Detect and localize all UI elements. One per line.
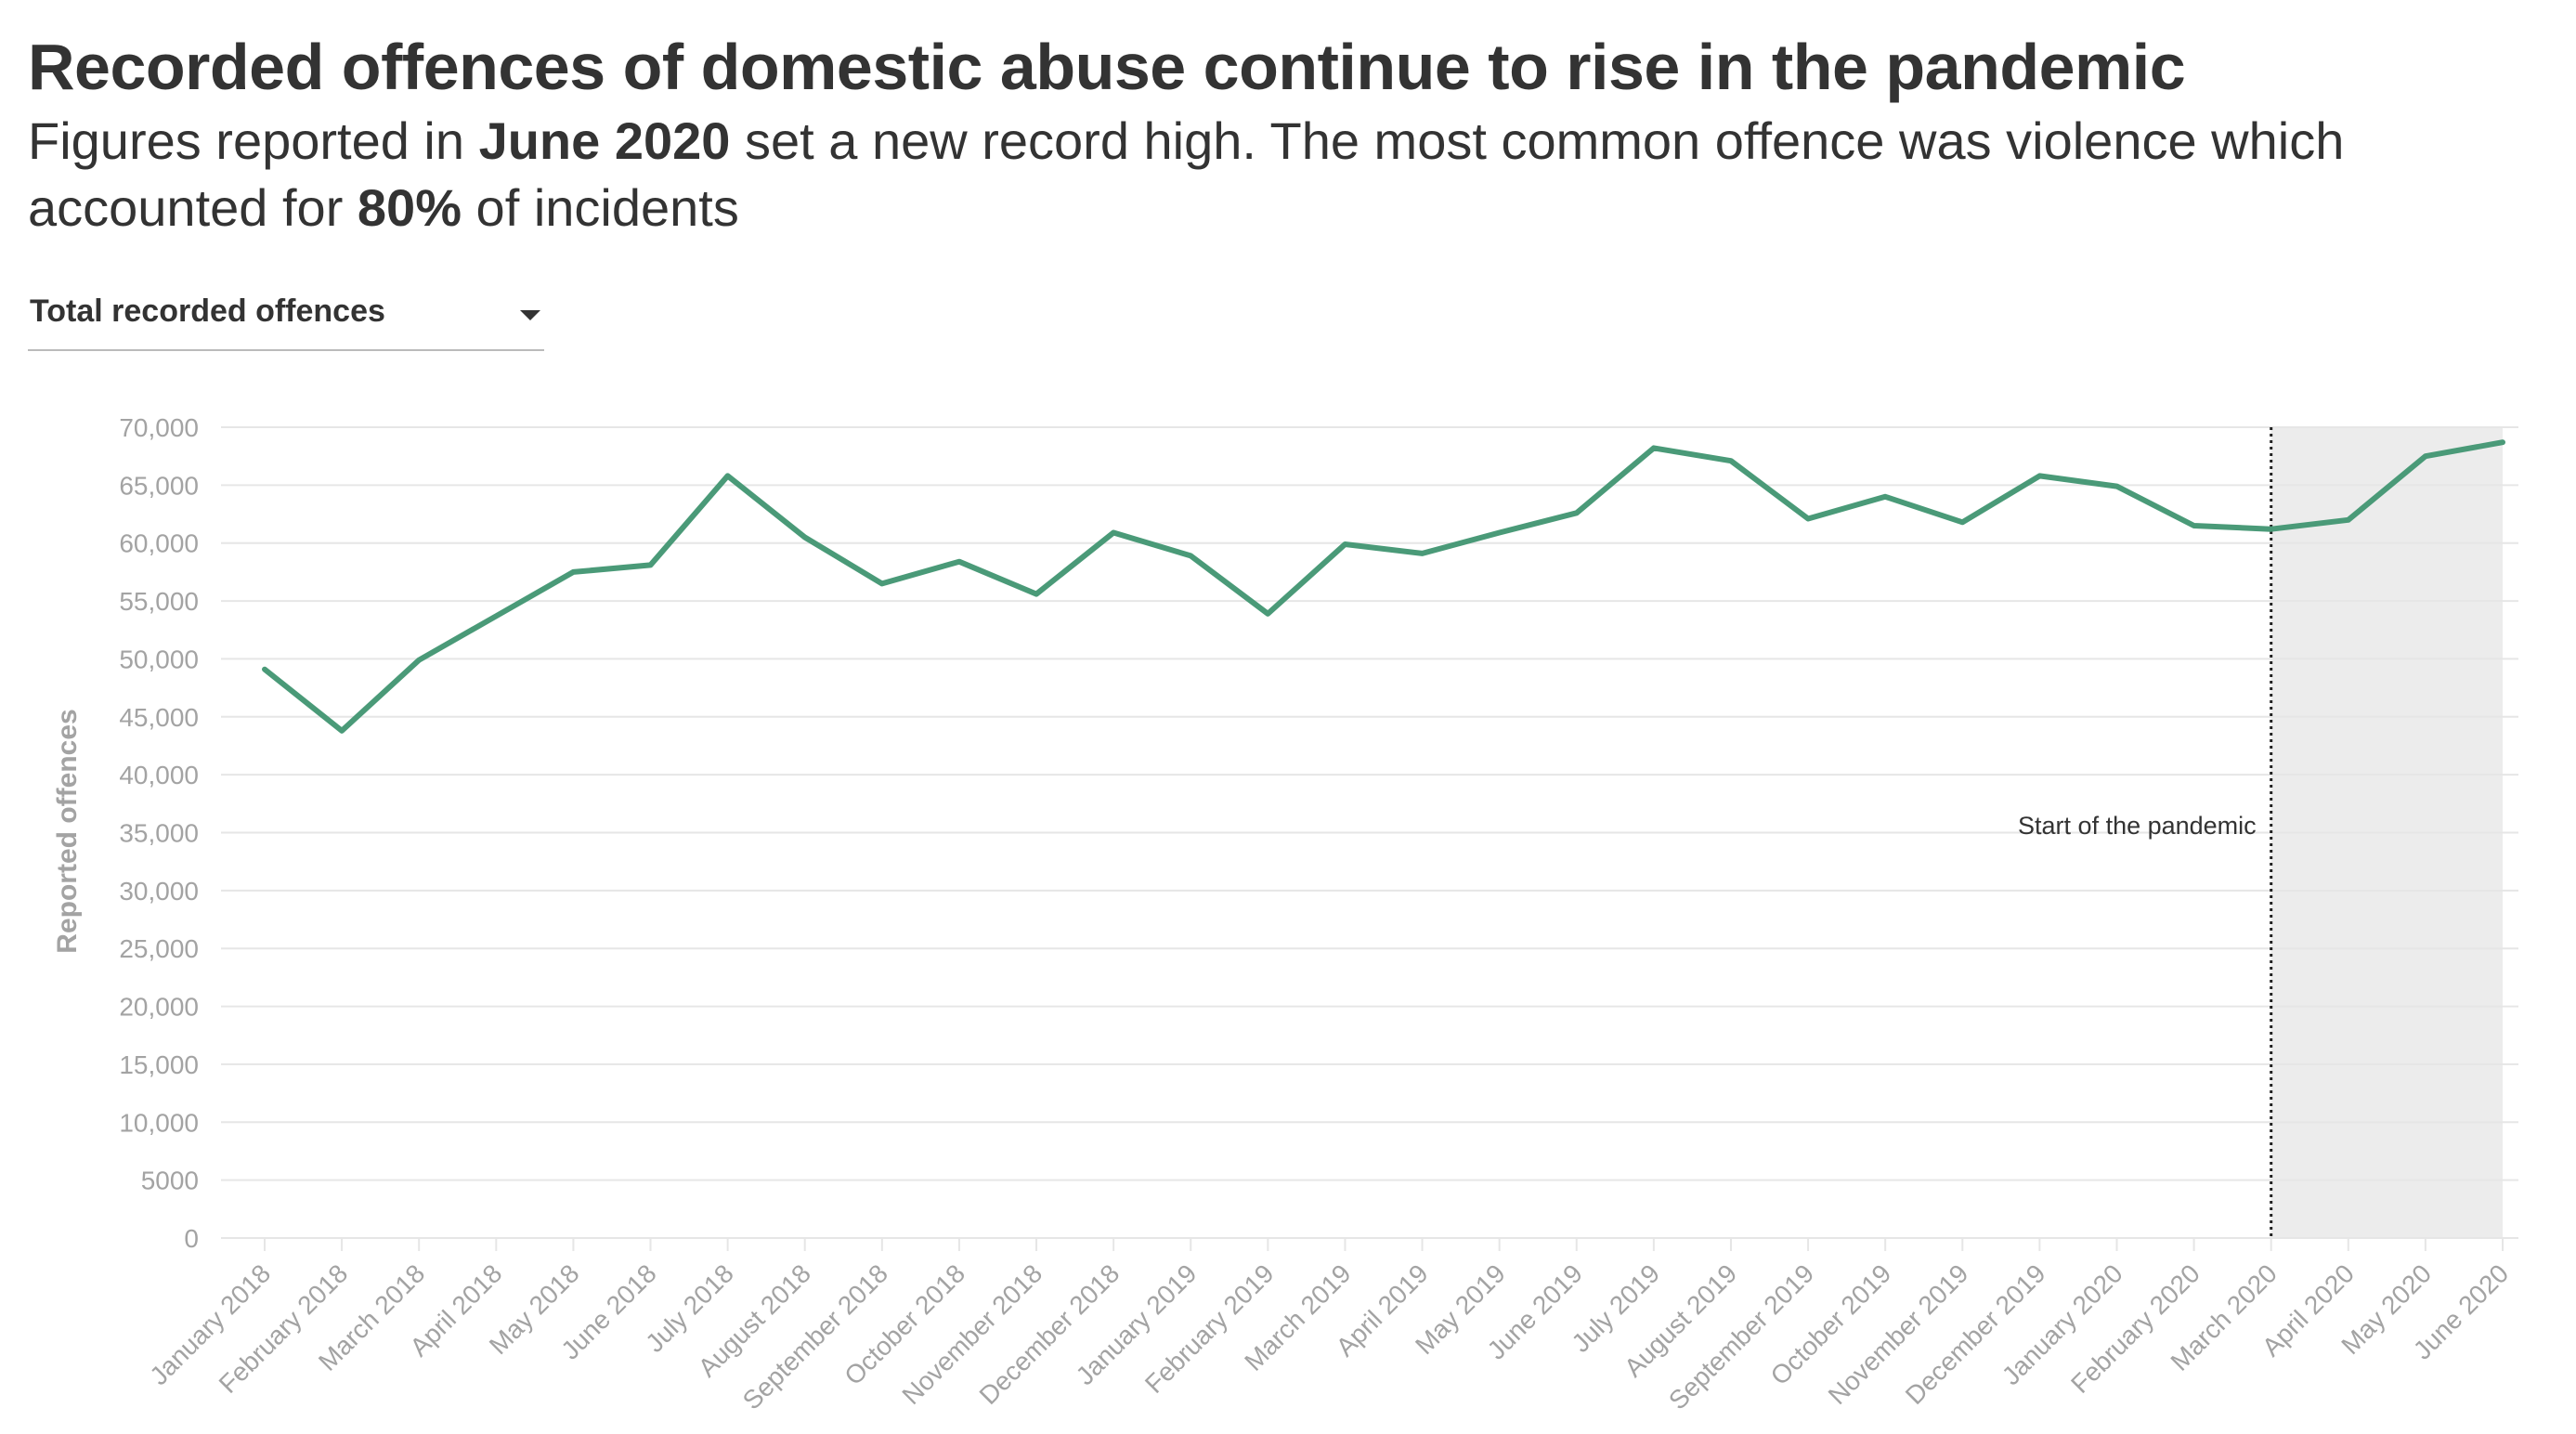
y-tick-label: 50,000	[119, 645, 199, 673]
chart-header: Recorded offences of domestic abuse cont…	[28, 28, 2535, 241]
data-point[interactable]	[792, 524, 818, 550]
data-point[interactable]	[329, 718, 355, 744]
data-point[interactable]	[1564, 500, 1590, 526]
data-point[interactable]	[1100, 519, 1126, 545]
data-point[interactable]	[715, 463, 741, 489]
y-tick-label: 15,000	[119, 1050, 199, 1079]
y-tick-label: 35,000	[119, 819, 199, 848]
data-point[interactable]	[2335, 507, 2361, 533]
data-point[interactable]	[1410, 541, 1436, 567]
y-tick-label: 45,000	[119, 703, 199, 732]
data-point[interactable]	[1795, 506, 1821, 532]
subtitle-highlight-date: June 2020	[478, 111, 731, 170]
y-tick-label: 0	[184, 1224, 199, 1253]
y-tick-label: 20,000	[119, 993, 199, 1022]
data-point[interactable]	[1949, 509, 1975, 535]
data-point[interactable]	[2490, 429, 2516, 455]
data-point[interactable]	[406, 647, 432, 673]
measure-select-dropdown[interactable]: Total recorded offences	[28, 284, 544, 351]
subtitle-highlight-percent: 80%	[357, 178, 462, 237]
data-point[interactable]	[2413, 443, 2439, 469]
chart-title: Recorded offences of domestic abuse cont…	[28, 31, 2186, 103]
data-point[interactable]	[2258, 516, 2284, 542]
data-point[interactable]	[483, 603, 509, 629]
y-tick-label: 55,000	[119, 587, 199, 616]
y-tick-label: 40,000	[119, 761, 199, 789]
subtitle-part: of incidents	[462, 178, 739, 237]
y-tick-label: 60,000	[119, 529, 199, 558]
caret-down-icon	[520, 310, 540, 320]
data-point[interactable]	[1023, 581, 1049, 607]
data-point[interactable]	[1177, 542, 1203, 568]
y-tick-label: 5000	[141, 1167, 199, 1195]
x-tick-label: December 2019	[1900, 1258, 2051, 1410]
pandemic-start-label: Start of the pandemic	[2018, 812, 2257, 840]
subtitle-part: set a new record high. The most common o…	[28, 111, 2345, 237]
data-point[interactable]	[638, 552, 664, 578]
data-point[interactable]	[946, 549, 972, 575]
y-tick-label: 10,000	[119, 1108, 199, 1137]
data-point[interactable]	[869, 570, 895, 596]
offences-series-line	[262, 439, 2505, 734]
y-tick-label: 65,000	[119, 471, 199, 500]
data-point[interactable]	[1487, 519, 1513, 545]
x-tick-label: December 2018	[974, 1258, 1125, 1410]
y-axis-title: Reported offences	[52, 709, 83, 953]
data-point[interactable]	[252, 657, 278, 683]
data-point[interactable]	[1718, 448, 1744, 474]
data-point[interactable]	[2026, 463, 2052, 489]
chart-subtitle: Figures reported in June 2020 set a new …	[28, 108, 2479, 241]
data-point[interactable]	[1332, 531, 1358, 557]
y-tick-label: 30,000	[119, 877, 199, 906]
data-point[interactable]	[1255, 601, 1281, 627]
data-point[interactable]	[1641, 435, 1667, 461]
data-point[interactable]	[560, 559, 586, 585]
x-tick-label: November 2018	[896, 1258, 1047, 1410]
subtitle-part: Figures reported in	[28, 111, 479, 170]
x-tick-label: November 2019	[1823, 1258, 1974, 1410]
data-point[interactable]	[2181, 513, 2207, 539]
x-tick-label: September 2018	[737, 1258, 893, 1414]
y-tick-label: 70,000	[119, 413, 199, 442]
data-point[interactable]	[2103, 474, 2129, 500]
measure-select-value: Total recorded offences	[30, 293, 385, 329]
data-point[interactable]	[1872, 484, 1898, 510]
y-tick-label: 25,000	[119, 934, 199, 963]
x-tick-label: September 2019	[1663, 1258, 1819, 1414]
